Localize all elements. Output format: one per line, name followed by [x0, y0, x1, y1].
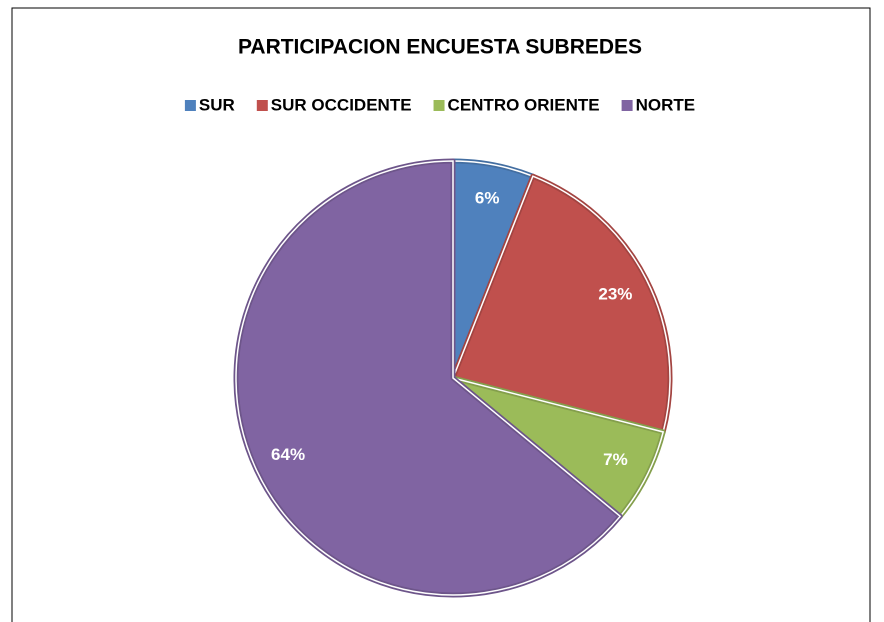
legend-label: SUR OCCIDENTE: [271, 95, 412, 114]
slice-edge: [235, 160, 622, 596]
data-label: 7%: [603, 450, 628, 469]
legend-label: SUR: [199, 95, 235, 114]
legend-swatch: [184, 100, 196, 111]
legend-label: CENTRO ORIENTE: [448, 95, 600, 114]
legend: SUR SUR OCCIDENTE CENTRO ORIENTE NORTE: [184, 95, 696, 114]
chart-title: PARTICIPACION ENCUESTA SUBREDES: [238, 36, 642, 59]
legend-swatch: [433, 100, 445, 111]
data-label: 6%: [475, 188, 500, 207]
data-label: 64%: [271, 445, 305, 464]
legend-swatch: [621, 100, 633, 111]
legend-label: NORTE: [636, 95, 696, 114]
chart-border: [11, 7, 871, 622]
data-label: 23%: [598, 285, 632, 304]
legend-swatch: [256, 100, 268, 111]
slice-edge: [451, 175, 671, 433]
